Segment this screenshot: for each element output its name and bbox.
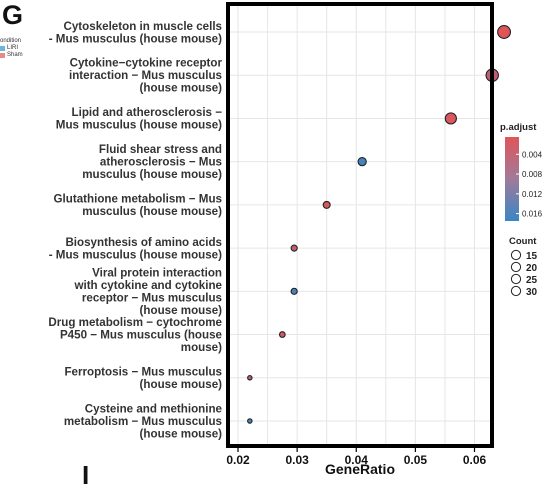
plot-border	[226, 2, 494, 448]
color-bar-label: 0.012	[522, 190, 543, 199]
size-legend-label: 20	[526, 263, 538, 274]
x-axis-title: GeneRatio	[325, 461, 395, 477]
data-point	[290, 244, 298, 252]
size-legend-circle	[510, 273, 522, 285]
size-legend-circle	[510, 249, 522, 261]
color-bar-label: 0.008	[522, 170, 543, 179]
y-axis-label: Viral protein interaction with cytokine a…	[73, 267, 222, 318]
condition-label: Sham	[7, 52, 23, 58]
color-bar-label: 0.016	[522, 210, 543, 219]
y-axis-label: Glutathione metabolism − Mus musculus (ho…	[54, 193, 223, 219]
data-point	[322, 200, 331, 209]
x-tick-label: 0.05	[404, 453, 428, 467]
color-legend-title: p.adjust	[500, 122, 537, 133]
x-tick-label: 0.03	[285, 453, 309, 467]
y-axis-label: Fluid shear stress and atherosclerosis − …	[82, 143, 222, 181]
x-tick-label: 0.06	[463, 453, 487, 467]
condition-legend-entry: LIRI	[0, 45, 23, 52]
x-tick-label: 0.02	[226, 453, 250, 467]
y-axis-label: Drug metabolism − cytochrome P450 − Mus m…	[48, 316, 222, 354]
data-point	[247, 375, 253, 381]
grid	[228, 4, 492, 446]
condition-swatch	[0, 53, 5, 58]
size-legend-circle	[510, 285, 522, 297]
size-legend-label: 30	[526, 287, 538, 298]
x-tick-label: 0.04	[345, 453, 369, 467]
x-axis-ticks: 0.02 0.03 0.04 0.05 0.06	[226, 448, 487, 467]
data-point	[497, 25, 512, 39]
dot-plot: Cytoskeleton in muscle cells - Mus muscul…	[48, 2, 543, 477]
y-axis-label: Cytoskeleton in muscle cells - Mus muscul…	[49, 20, 222, 46]
y-axis-label: Ferroptosis − Mus musculus (house mouse)	[64, 366, 222, 392]
size-legend-label: 15	[526, 251, 538, 262]
condition-legend-entry: Sham	[0, 52, 23, 59]
data-point	[444, 112, 457, 125]
data-point	[247, 418, 253, 424]
panel-letter: G	[2, 0, 24, 30]
color-bar	[505, 137, 519, 221]
condition-legend: ondition LIRI Sham	[0, 38, 23, 59]
color-bar-label: 0.004	[522, 150, 543, 159]
condition-swatch	[0, 46, 5, 51]
y-axis-label: Cytokine−cytokine receptor interaction − …	[69, 57, 222, 95]
condition-legend-title: ondition	[0, 38, 22, 44]
next-panel-letter: I	[82, 460, 90, 490]
data-point	[290, 287, 298, 295]
y-axis-label: Lipid and atherosclerosis − Mus musculus …	[56, 106, 222, 132]
y-axis-label: Biosynthesis of amino acids - Mus musculu…	[49, 236, 222, 262]
data-point	[357, 157, 367, 167]
condition-label: LIRI	[7, 45, 19, 51]
size-legend-circle	[510, 261, 522, 273]
size-legend-title: Count	[509, 236, 537, 247]
data-points	[247, 25, 512, 424]
y-axis-labels: Cytoskeleton in muscle cells - Mus muscul…	[48, 20, 222, 441]
data-point	[278, 331, 286, 338]
size-legend-label: 25	[526, 275, 538, 286]
y-axis-label: Cysteine and methionine metabolism − Mus …	[64, 403, 223, 441]
legends: p.adjust 0.004 0.008 0.012 0.016 Count 1520253…	[500, 122, 543, 298]
